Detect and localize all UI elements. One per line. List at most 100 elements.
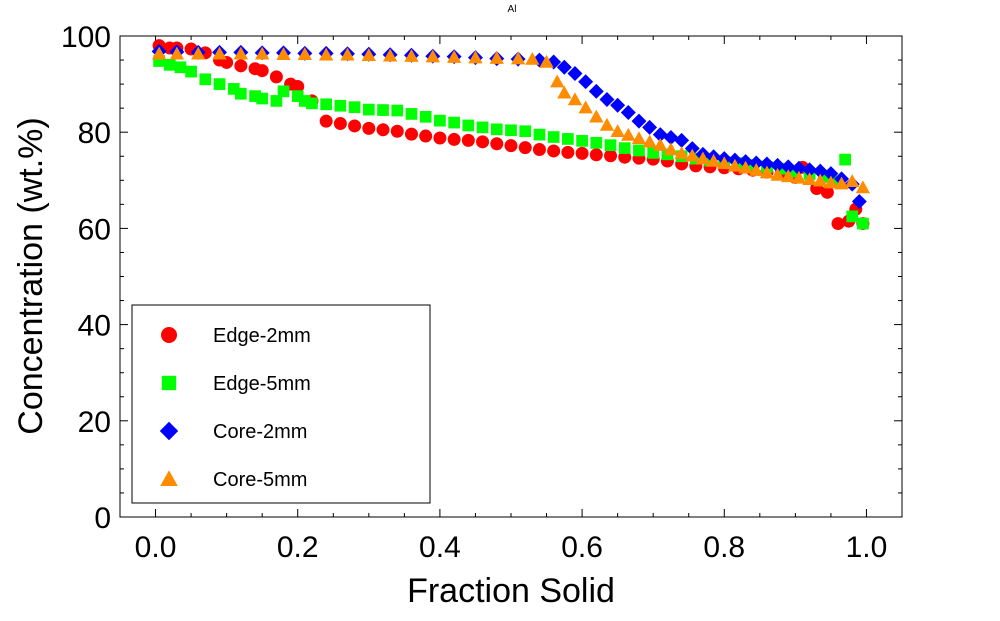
data-point [333, 117, 347, 131]
data-point [468, 50, 483, 64]
data-point [791, 160, 807, 176]
data-point [174, 61, 187, 74]
data-point [419, 129, 433, 143]
data-point [556, 59, 572, 75]
data-point [759, 156, 775, 172]
data-point [652, 127, 668, 143]
data-point [462, 119, 475, 132]
data-point [256, 92, 269, 105]
data-point [653, 138, 668, 151]
y-tick-label: 60 [78, 213, 111, 246]
data-point [334, 99, 347, 112]
data-point [447, 132, 461, 146]
data-point [759, 165, 775, 179]
data-point [588, 83, 604, 99]
data-point [539, 54, 554, 68]
data-point [319, 114, 333, 128]
data-point [738, 160, 753, 174]
data-point [434, 114, 446, 127]
data-point [255, 64, 269, 78]
data-point [505, 124, 517, 137]
data-point [781, 169, 796, 183]
data-point [348, 119, 362, 133]
data-point [235, 87, 247, 100]
data-point [490, 123, 503, 136]
data-point [320, 98, 333, 111]
legend-label: Edge-2mm [213, 325, 311, 347]
x-axis-label: Fraction Solid [407, 572, 615, 610]
x-tick-label: 0.8 [703, 531, 745, 564]
data-point [404, 49, 419, 62]
legend-label: Core-2mm [213, 421, 307, 443]
data-point [525, 51, 540, 65]
x-tick-label: 0.0 [135, 531, 177, 564]
data-point [362, 121, 376, 135]
data-point [631, 131, 647, 145]
x-tick-label: 1.0 [846, 531, 888, 564]
data-point [610, 124, 625, 137]
data-point [631, 113, 647, 129]
data-point [531, 52, 547, 68]
data-point [578, 74, 594, 90]
data-point [476, 135, 490, 149]
data-point [269, 70, 283, 84]
data-point [448, 116, 460, 129]
data-point [504, 139, 518, 153]
data-point [390, 124, 404, 138]
data-point [476, 121, 489, 134]
x-tick-label: 0.2 [277, 531, 319, 564]
data-point [227, 83, 240, 95]
data-point [446, 50, 462, 63]
data-point [770, 157, 786, 173]
data-point [576, 135, 588, 147]
data-point [642, 134, 657, 148]
data-point [151, 46, 167, 60]
series-edge-5mm [153, 55, 869, 230]
legend-label: Core-5mm [213, 469, 307, 491]
data-point [823, 166, 839, 182]
y-tick-label: 0 [94, 502, 111, 535]
data-point [249, 90, 261, 102]
data-point [791, 170, 807, 184]
data-point [684, 141, 700, 157]
data-point [604, 139, 617, 152]
data-point [663, 142, 679, 156]
data-point [620, 105, 636, 120]
legend-label: Edge-5mm [213, 373, 311, 395]
data-point [621, 127, 636, 141]
data-point [567, 66, 583, 81]
data-point [533, 128, 546, 141]
data-point [377, 104, 389, 116]
data-point [433, 131, 447, 145]
data-point [199, 73, 212, 86]
data-point [546, 54, 562, 70]
tick-labels: 0.0 0.2 0.4 0.6 0.8 1.0 0 20 40 60 80 100 [61, 21, 887, 564]
legend-items: Edge-2mm Edge-5mm Core-2mm Core-5mm [159, 325, 311, 491]
data-point [857, 217, 869, 230]
data-point [298, 95, 311, 107]
data-point [817, 171, 830, 183]
data-point [276, 47, 291, 60]
data-point [851, 193, 867, 209]
data-point [340, 47, 355, 61]
data-point [642, 119, 658, 135]
legend-marker [159, 421, 179, 441]
data-point [575, 146, 589, 160]
data-points [151, 39, 871, 231]
data-point [717, 156, 732, 170]
data-point [845, 174, 860, 187]
y-tick-label: 40 [78, 310, 111, 343]
data-point [674, 132, 690, 148]
data-point [163, 59, 176, 71]
data-point [831, 217, 845, 231]
data-point [855, 180, 871, 194]
data-point [590, 136, 603, 149]
data-point [362, 103, 375, 116]
data-point [490, 137, 504, 151]
data-point [633, 144, 645, 157]
y-axis-label: Concentration (wt.%) [12, 117, 50, 434]
data-point [532, 143, 546, 157]
data-point [618, 150, 632, 164]
data-point [391, 104, 404, 117]
